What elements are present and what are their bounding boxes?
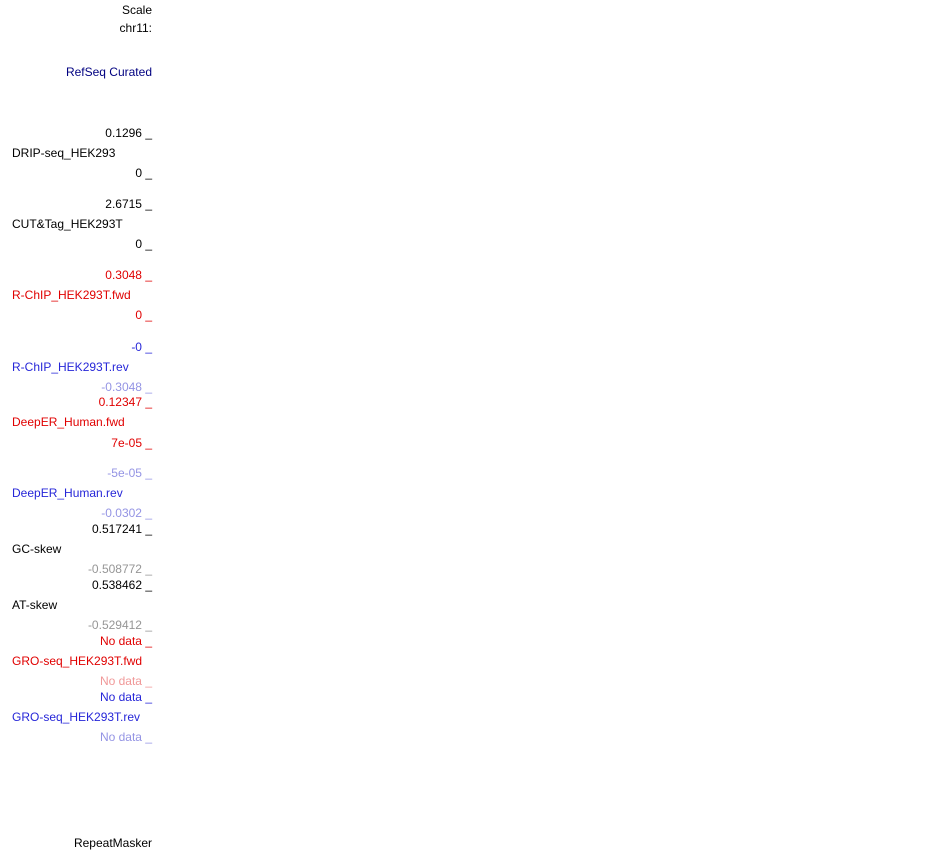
scale-label: Scale xyxy=(121,3,152,17)
track-name[interactable]: DeepER_Human.rev xyxy=(12,486,123,500)
track-min-value: 0 _ xyxy=(135,308,152,322)
track-name[interactable]: AT-skew xyxy=(12,598,58,612)
track-min-value: 7e-05 _ xyxy=(111,436,152,450)
track-name[interactable]: GRO-seq_HEK293T.rev xyxy=(12,710,141,724)
track-max-value: 0.3048 _ xyxy=(105,268,152,282)
track-name[interactable]: GC-skew xyxy=(12,542,62,556)
track-max-value: 0.12347 _ xyxy=(98,395,152,409)
track-max-value: -0 _ xyxy=(131,340,152,354)
track-max-value: 0.1296 _ xyxy=(105,126,152,140)
track-name[interactable]: R-ChIP_HEK293T.fwd xyxy=(12,288,131,302)
track-max-value: No data _ xyxy=(99,634,152,648)
track-min-value: -0.3048 _ xyxy=(101,380,152,394)
track-min-value: -0.529412 _ xyxy=(87,618,152,632)
track-min-value: 0 _ xyxy=(135,166,152,180)
track-min-value: 0 _ xyxy=(135,237,152,251)
track-min-value: No data _ xyxy=(99,674,152,688)
track-name[interactable]: CUT&Tag_HEK293T xyxy=(12,217,123,231)
track-max-value: No data _ xyxy=(99,690,152,704)
track-label-repeatmasker[interactable]: RepeatMasker xyxy=(73,836,152,850)
track-label-refseq-curated[interactable]: RefSeq Curated xyxy=(65,65,152,79)
track-name[interactable]: R-ChIP_HEK293T.rev xyxy=(12,360,129,374)
track-name[interactable]: DeepER_Human.fwd xyxy=(12,415,125,429)
track-min-value: -0.0302 _ xyxy=(101,506,152,520)
track-min-value: -0.508772 _ xyxy=(87,562,152,576)
track-name[interactable]: GRO-seq_HEK293T.fwd xyxy=(12,654,143,668)
track-min-value: No data _ xyxy=(99,730,152,744)
track-max-value: 0.517241 _ xyxy=(91,522,152,536)
track-name[interactable]: DRIP-seq_HEK293 xyxy=(12,146,116,160)
position-chrom-label: chr11: xyxy=(119,21,152,35)
track-max-value: 2.6715 _ xyxy=(105,197,152,211)
track-max-value: 0.538462 _ xyxy=(91,578,152,592)
track-max-value: -5e-05 _ xyxy=(107,466,152,480)
